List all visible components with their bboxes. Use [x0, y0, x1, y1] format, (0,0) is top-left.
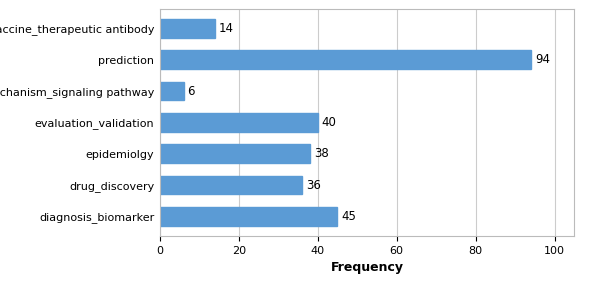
Bar [160, 82, 184, 101]
Bar [160, 50, 531, 69]
X-axis label: Frequency: Frequency [330, 262, 404, 274]
Bar [160, 113, 318, 132]
Text: 45: 45 [342, 210, 356, 223]
Bar [160, 207, 337, 226]
Text: 94: 94 [535, 53, 550, 66]
Text: 14: 14 [219, 22, 234, 35]
Bar [160, 19, 215, 38]
Text: 6: 6 [188, 85, 195, 98]
Text: 38: 38 [314, 147, 329, 160]
Text: 40: 40 [321, 116, 336, 129]
Bar [160, 144, 310, 163]
Bar [160, 176, 302, 194]
Text: 36: 36 [306, 179, 321, 192]
